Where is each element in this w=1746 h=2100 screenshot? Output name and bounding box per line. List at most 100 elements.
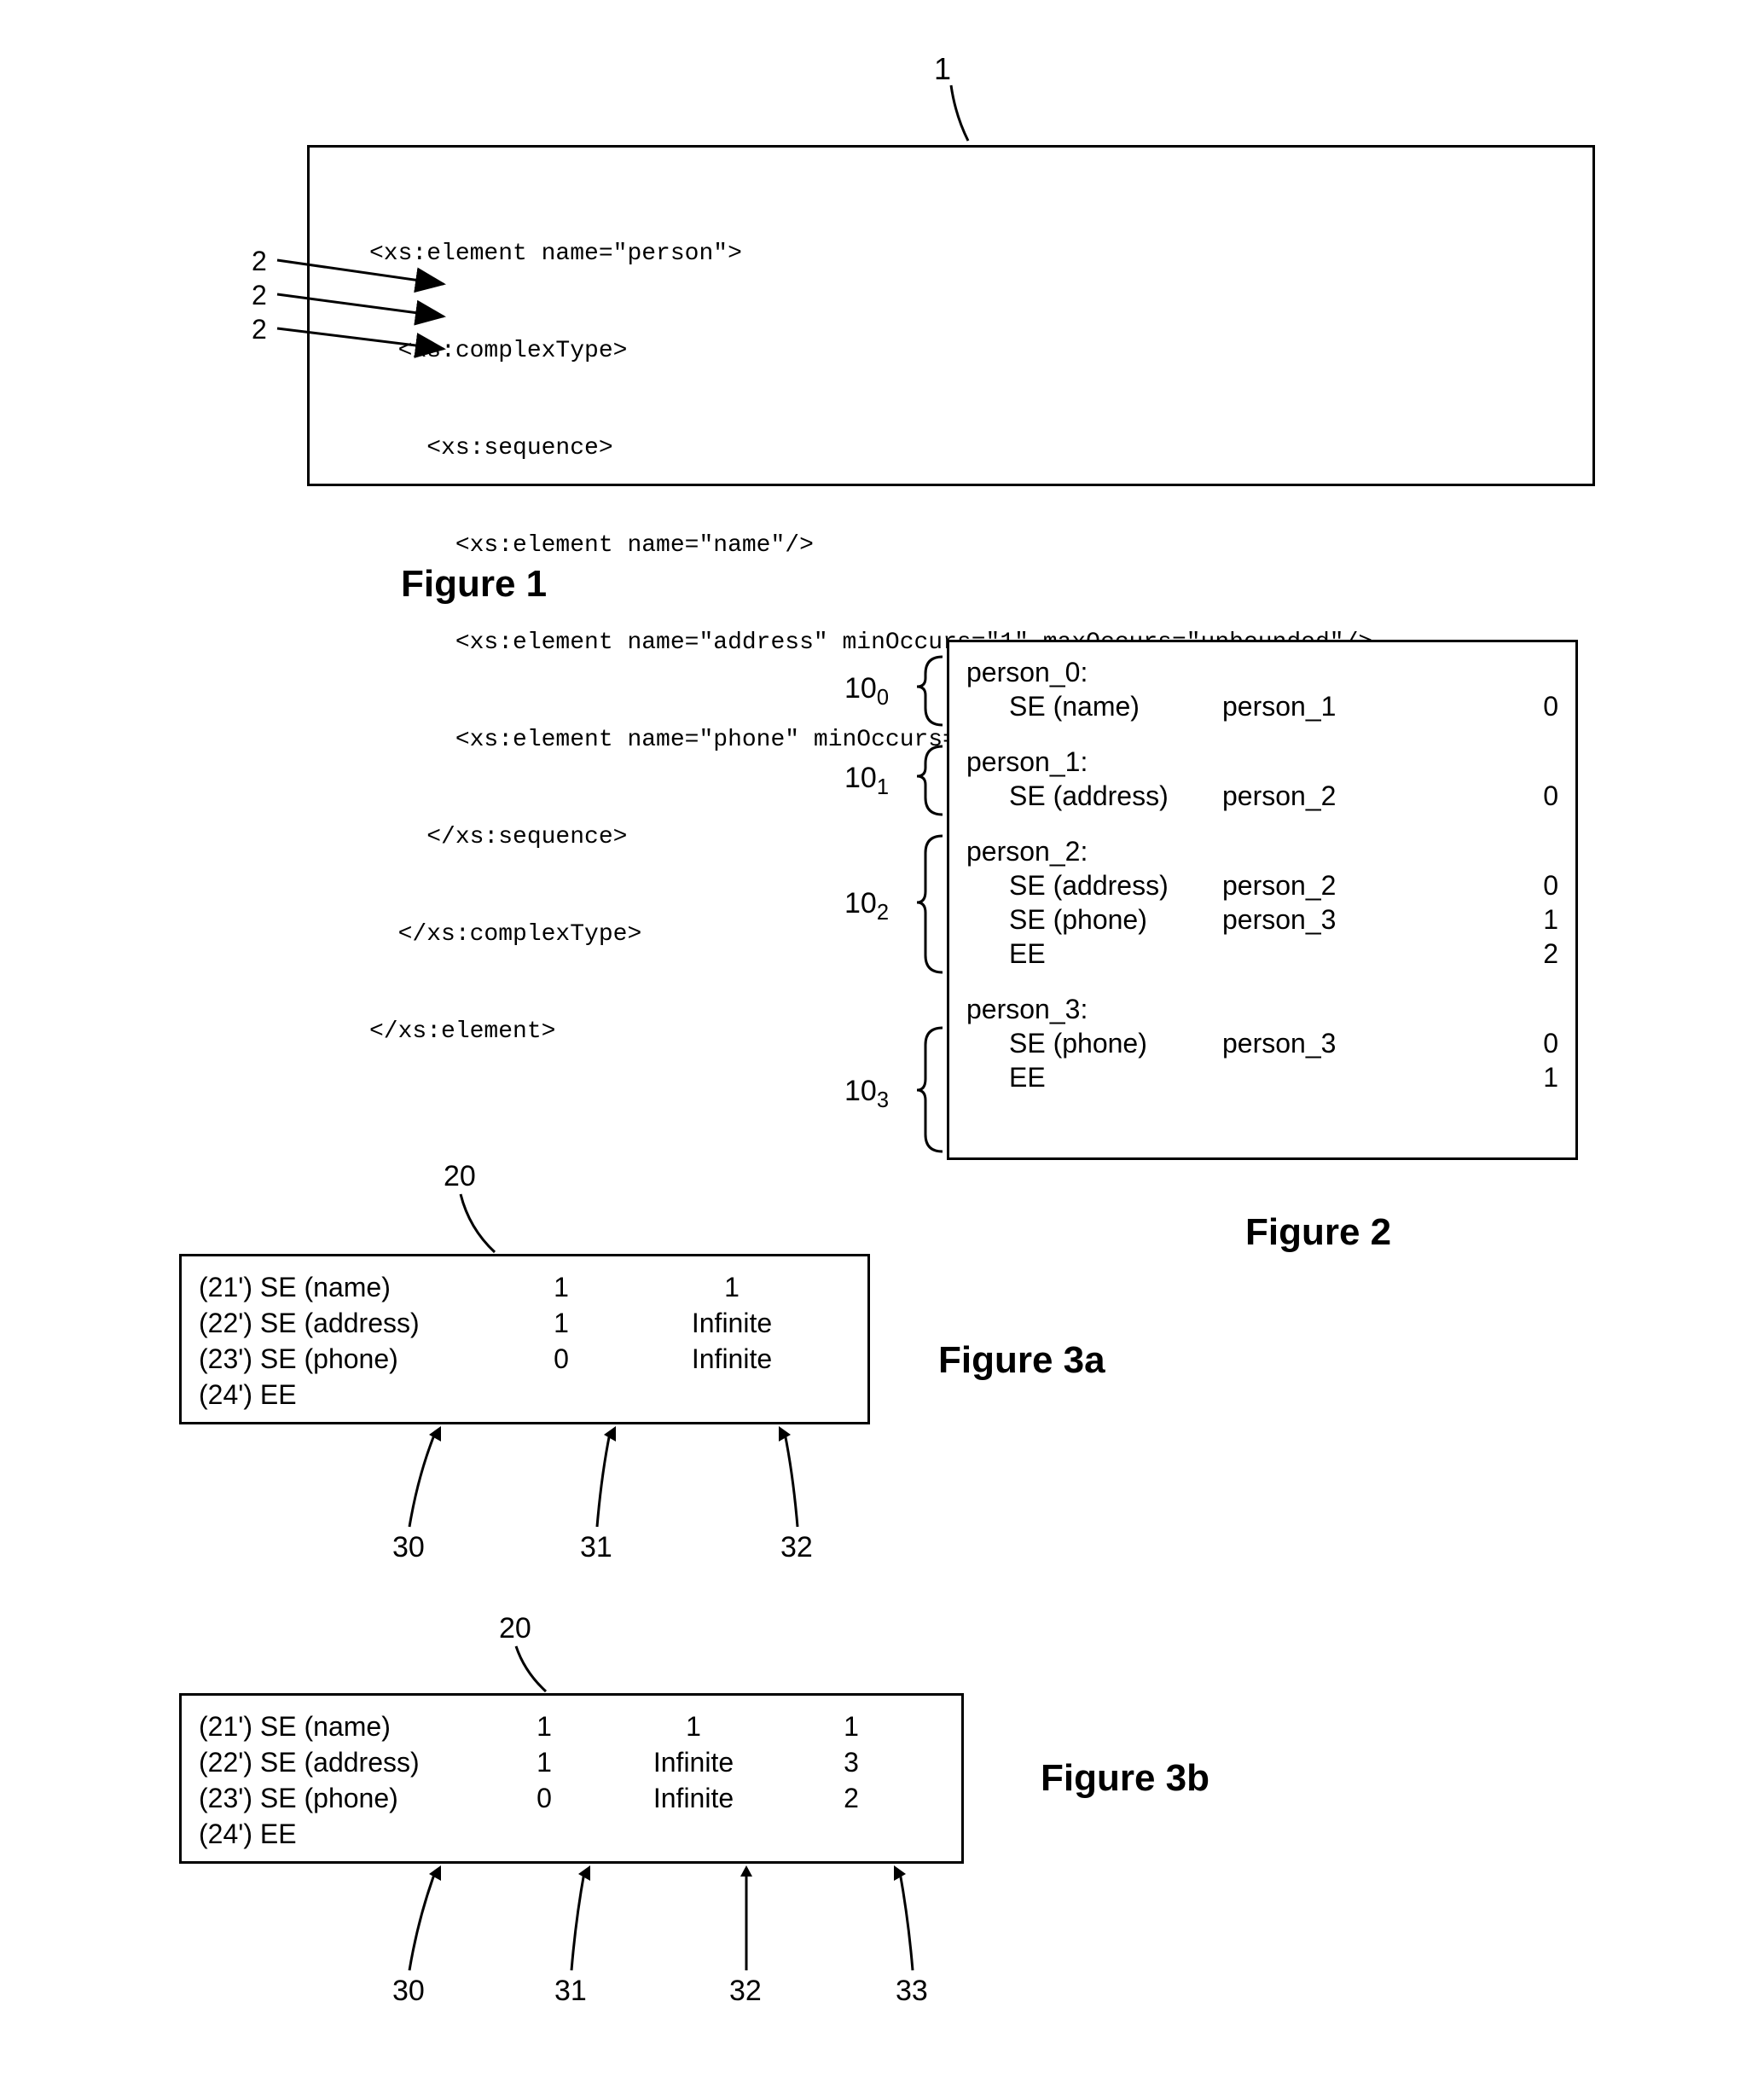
fig2-row: EE 1 [966, 1060, 1558, 1094]
fig2-cell: person_3 [1222, 1026, 1393, 1060]
fig3b-cell: 2 [787, 1780, 915, 1816]
fig2-cell: SE (name) [1009, 689, 1222, 723]
fig2-ref-1: 101 [844, 762, 889, 800]
fig2-row: SE (name) person_1 0 [966, 689, 1558, 723]
fig2-title: Figure 2 [1245, 1211, 1391, 1254]
fig2-group-header: person_1: [966, 745, 1558, 779]
fig3a-title: Figure 3a [938, 1339, 1105, 1382]
fig2-cell: person_3 [1222, 902, 1393, 937]
fig2-cell: SE (address) [1009, 779, 1222, 813]
fig2-group-header: person_3: [966, 992, 1558, 1026]
fig2-ref-2: 102 [844, 887, 889, 925]
fig3b-content: (21') SE (name) 1 1 1 (22') SE (address)… [199, 1708, 944, 1852]
fig2-cell: 0 [1393, 868, 1558, 902]
fig2-row: SE (address) person_2 0 [966, 868, 1558, 902]
fig3b-cell: 1 [600, 1708, 787, 1744]
fig3b-cell: 3 [787, 1744, 915, 1780]
fig3a-row: (23') SE (phone) 0 Infinite [199, 1341, 850, 1377]
fig2-cell: person_2 [1222, 868, 1393, 902]
fig2-content: person_0: SE (name) person_1 0 person_1:… [966, 655, 1558, 1094]
fig3b-title: Figure 3b [1041, 1757, 1209, 1800]
fig2-ref-3: 103 [844, 1075, 889, 1113]
fig3b-row: (24') EE [199, 1816, 944, 1852]
fig3b-bottom-label-2: 32 [729, 1975, 762, 2008]
fig3b-cell: (21') SE (name) [199, 1708, 489, 1744]
fig3a-row: (22') SE (address) 1 Infinite [199, 1305, 850, 1341]
code-line: <xs:element name="person"> [369, 238, 1567, 270]
page: 1 <xs:element name="person"> <xs:complex… [34, 34, 1712, 2066]
fig2-cell: SE (address) [1009, 868, 1222, 902]
fig3b-cell: Infinite [600, 1780, 787, 1816]
fig3b-box: (21') SE (name) 1 1 1 (22') SE (address)… [179, 1693, 964, 1864]
fig3b-cell: Infinite [600, 1744, 787, 1780]
fig2-cell: 0 [1393, 779, 1558, 813]
fig3a-cell: (21') SE (name) [199, 1269, 489, 1305]
fig2-cell: SE (phone) [1009, 1026, 1222, 1060]
fig2-cell: 1 [1393, 902, 1558, 937]
fig3b-cell [787, 1816, 915, 1852]
fig2-group-header: person_2: [966, 834, 1558, 868]
fig1-pointer-label: 1 [934, 51, 951, 87]
fig2-row: SE (phone) person_3 0 [966, 1026, 1558, 1060]
fig2-ref-0: 100 [844, 672, 889, 711]
fig3b-cell: 1 [489, 1744, 600, 1780]
fig1-left-label-1: 2 [252, 280, 267, 311]
fig3a-cell [489, 1377, 634, 1413]
fig3a-row: (24') EE [199, 1377, 850, 1413]
fig2-cell: EE [1009, 937, 1222, 971]
fig3b-cell: (22') SE (address) [199, 1744, 489, 1780]
code-line: <xs:element name="name"/> [369, 530, 1567, 562]
fig3a-bottom-label-2: 32 [780, 1531, 813, 1564]
fig2-cell [1222, 1060, 1393, 1094]
fig3b-cell: 0 [489, 1780, 600, 1816]
fig3b-bottom-label-3: 33 [896, 1975, 928, 2008]
fig3a-cell [634, 1377, 830, 1413]
fig3a-cell: 1 [489, 1305, 634, 1341]
fig2-cell: person_2 [1222, 779, 1393, 813]
fig3b-row: (21') SE (name) 1 1 1 [199, 1708, 944, 1744]
fig3a-cell: 1 [634, 1269, 830, 1305]
fig1-code-box: <xs:element name="person"> <xs:complexTy… [307, 145, 1595, 486]
fig3b-cell: 1 [489, 1708, 600, 1744]
fig3b-cell: 1 [787, 1708, 915, 1744]
fig3a-cell: Infinite [634, 1305, 830, 1341]
fig2-cell: 1 [1393, 1060, 1558, 1094]
fig2-row: SE (address) person_2 0 [966, 779, 1558, 813]
fig3a-content: (21') SE (name) 1 1 (22') SE (address) 1… [199, 1269, 850, 1413]
fig3b-cell: (23') SE (phone) [199, 1780, 489, 1816]
fig2-box: person_0: SE (name) person_1 0 person_1:… [947, 640, 1578, 1160]
fig1-left-label-2: 2 [252, 314, 267, 345]
fig2-cell: SE (phone) [1009, 902, 1222, 937]
fig2-cell: 2 [1393, 937, 1558, 971]
fig2-row: EE 2 [966, 937, 1558, 971]
fig2-group-header: person_0: [966, 655, 1558, 689]
fig3a-cell: Infinite [634, 1341, 830, 1377]
fig2-cell [1222, 937, 1393, 971]
fig2-cell: 0 [1393, 689, 1558, 723]
fig1-left-label-0: 2 [252, 246, 267, 277]
fig3a-row: (21') SE (name) 1 1 [199, 1269, 850, 1305]
fig3a-cell: 0 [489, 1341, 634, 1377]
fig3b-bottom-label-0: 30 [392, 1975, 425, 2008]
fig3a-bottom-label-1: 31 [580, 1531, 612, 1564]
fig1-title: Figure 1 [401, 563, 547, 606]
fig2-cell: person_1 [1222, 689, 1393, 723]
fig3b-cell: (24') EE [199, 1816, 489, 1852]
fig3a-cell: 1 [489, 1269, 634, 1305]
fig2-row: SE (phone) person_3 1 [966, 902, 1558, 937]
fig3b-cell [600, 1816, 787, 1852]
fig3a-box: (21') SE (name) 1 1 (22') SE (address) 1… [179, 1254, 870, 1424]
fig3b-row: (23') SE (phone) 0 Infinite 2 [199, 1780, 944, 1816]
code-line: <xs:complexType> [369, 335, 1567, 368]
fig2-cell: 0 [1393, 1026, 1558, 1060]
code-line: <xs:sequence> [369, 432, 1567, 465]
fig3a-top-label: 20 [444, 1160, 476, 1193]
fig3a-cell: (22') SE (address) [199, 1305, 489, 1341]
fig3b-bottom-label-1: 31 [554, 1975, 587, 2008]
fig3b-row: (22') SE (address) 1 Infinite 3 [199, 1744, 944, 1780]
fig3a-cell: (23') SE (phone) [199, 1341, 489, 1377]
fig2-cell: EE [1009, 1060, 1222, 1094]
fig3b-cell [489, 1816, 600, 1852]
fig3b-top-label: 20 [499, 1612, 531, 1645]
fig3a-bottom-label-0: 30 [392, 1531, 425, 1564]
